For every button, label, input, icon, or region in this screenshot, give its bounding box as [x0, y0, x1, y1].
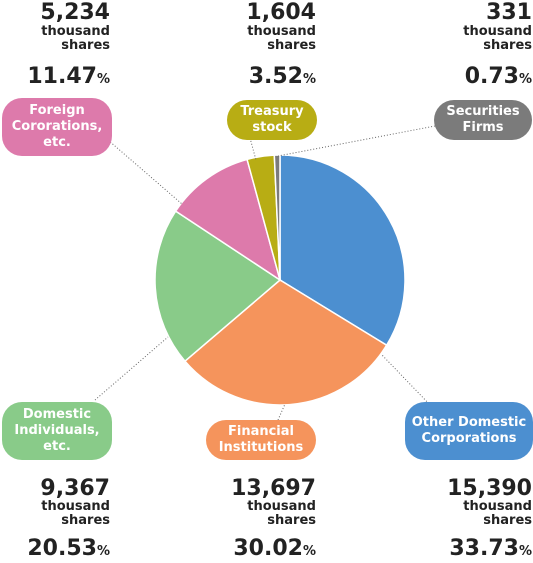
individuals-unit-thousand: thousand	[41, 499, 110, 514]
domestic-individuals-label: Domestic Individuals, etc.	[2, 402, 112, 460]
securities-firms-label: Securities Firms	[434, 100, 532, 140]
securities-unit-shares: shares	[483, 38, 532, 53]
treasury-value: 1,604	[246, 0, 316, 25]
foreign-unit-shares: shares	[61, 38, 110, 53]
leader-line-individuals	[94, 336, 169, 401]
financial-unit-thousand: thousand	[247, 499, 316, 514]
other-domestic-unit-thousand: thousand	[463, 499, 532, 514]
leader-line-foreign	[107, 139, 183, 205]
individuals-percent: 20.53%	[27, 536, 110, 561]
financial-unit-shares: shares	[267, 513, 316, 528]
other-domestic-percent: 33.73%	[449, 536, 532, 561]
treasury-stock-label: Treasury stock	[227, 100, 317, 140]
pie-slice-foreign-cororations-etc	[174, 158, 282, 282]
leader-line-treasury	[249, 137, 257, 161]
securities-unit-thousand: thousand	[463, 24, 532, 39]
pie-slice-securities-firms	[273, 154, 281, 281]
foreign-value: 5,234	[40, 0, 110, 25]
individuals-value: 9,367	[40, 476, 110, 501]
individuals-unit-shares: shares	[61, 513, 110, 528]
other-domestic-corporations-label: Other Domestic Corporations	[405, 402, 533, 460]
treasury-unit-shares: shares	[267, 38, 316, 53]
financial-percent: 30.02%	[233, 536, 316, 561]
leader-line-other-domestic	[381, 354, 434, 409]
pie-slice-other-domestic-corporations	[279, 154, 406, 347]
foreign-unit-thousand: thousand	[41, 24, 110, 39]
leader-lines	[94, 125, 436, 421]
financial-institutions-label: Financial Institutions	[206, 420, 316, 460]
foreign-corporations-label: Foreign Cororations, etc.	[2, 98, 112, 156]
foreign-percent: 11.47%	[27, 64, 110, 89]
treasury-percent: 3.52%	[248, 64, 316, 89]
pie-slice-financial-institutions	[183, 279, 388, 406]
securities-value: 331	[486, 0, 532, 25]
pie-slices	[154, 154, 406, 406]
treasury-unit-thousand: thousand	[247, 24, 316, 39]
pie-slice-domestic-individuals-etc	[154, 210, 282, 363]
leader-line-financial	[277, 403, 286, 421]
other-domestic-value: 15,390	[447, 476, 532, 501]
financial-value: 13,697	[231, 476, 316, 501]
securities-percent: 0.73%	[464, 64, 532, 89]
other-domestic-unit-shares: shares	[483, 513, 532, 528]
